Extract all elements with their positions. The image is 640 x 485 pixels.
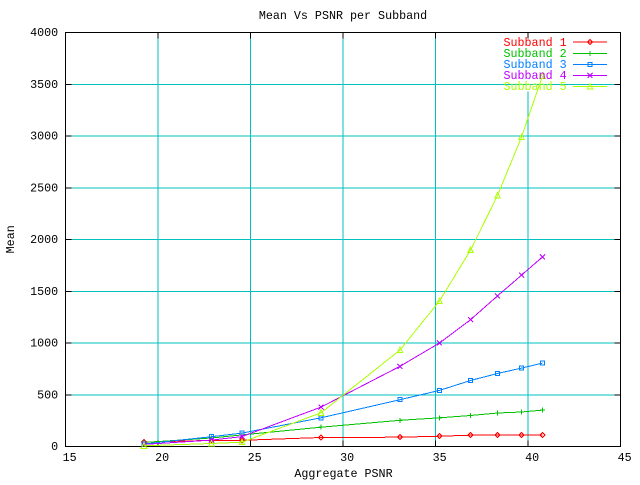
svg-text:Subband 4: Subband 4 [504, 69, 567, 83]
svg-text:Subband 5: Subband 5 [504, 80, 567, 94]
svg-text:Mean: Mean [4, 225, 18, 253]
svg-text:40: 40 [525, 451, 539, 465]
svg-text:Subband 1: Subband 1 [504, 36, 567, 50]
svg-text:2000: 2000 [30, 233, 58, 247]
svg-text:3500: 3500 [30, 78, 58, 92]
svg-text:Subband 2: Subband 2 [504, 47, 567, 61]
svg-text:500: 500 [37, 388, 58, 402]
svg-text:25: 25 [248, 451, 262, 465]
svg-text:3000: 3000 [30, 130, 58, 144]
svg-text:15: 15 [63, 451, 77, 465]
svg-text:20: 20 [155, 451, 169, 465]
svg-text:2500: 2500 [30, 181, 58, 195]
svg-text:4000: 4000 [30, 26, 58, 40]
svg-text:35: 35 [433, 451, 447, 465]
svg-text:30: 30 [340, 451, 354, 465]
svg-text:Aggregate PSNR: Aggregate PSNR [294, 467, 392, 480]
svg-text:1500: 1500 [30, 285, 58, 299]
svg-text:0: 0 [51, 440, 58, 454]
svg-text:Subband 3: Subband 3 [504, 58, 567, 72]
svg-text:Mean Vs PSNR per Subband: Mean Vs PSNR per Subband [259, 9, 427, 23]
svg-text:1000: 1000 [30, 337, 58, 351]
svg-text:45: 45 [618, 451, 632, 465]
